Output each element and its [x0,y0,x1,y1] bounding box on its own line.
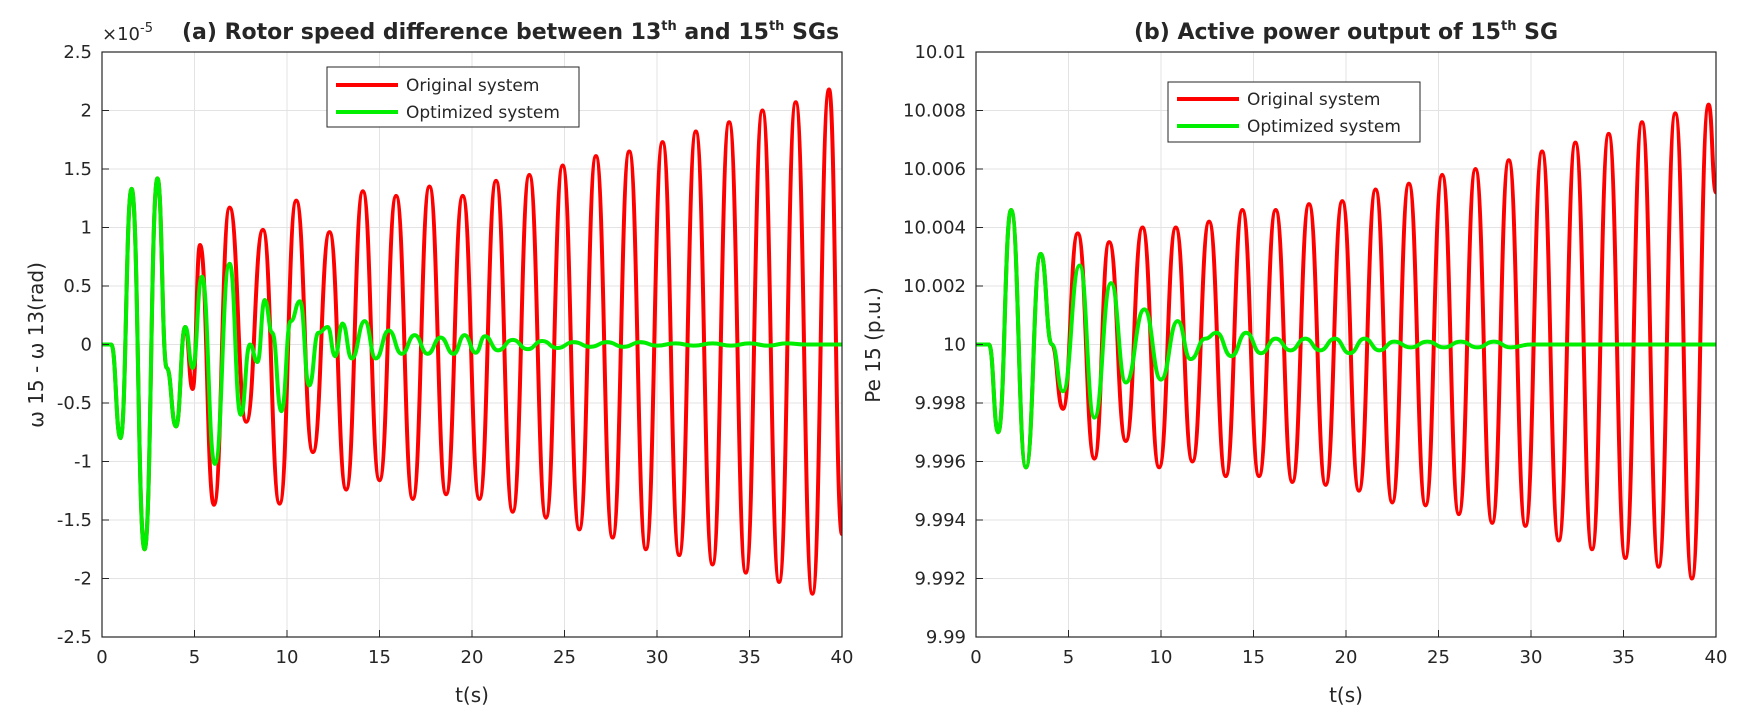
panel-a-x-tick-label: 35 [738,647,761,668]
panel-a-y-tick-label: -0.5 [57,393,92,414]
panel-b-x-tick-label: 40 [1705,647,1728,668]
panel-b-y-tick-label: 10.004 [903,218,966,239]
panel-a-series-original-line [102,87,842,596]
panel-a-y-tick-label: -1 [74,452,92,473]
panel-b-y-tick-label: 9.998 [914,393,966,414]
panel-b-y-tick-label: 9.996 [914,452,966,473]
panel-b-x-tick-label: 15 [1242,647,1265,668]
panel-b-y-tick-label: 9.992 [914,569,966,590]
panel-a-y-tick-label: -2.5 [57,627,92,648]
panel-b-x-tick-label: 10 [1150,647,1173,668]
panel-a-y-tick-label: 0.5 [63,276,92,297]
panel-a-y-tick-label: 1.5 [63,159,92,180]
panel-a-y-tick-label: -2 [74,569,92,590]
panel-a-x-tick-label: 10 [276,647,299,668]
panel-b-y-ticks: 9.99 9.992 9.994 9.996 9.998 10 10.002 10.004 10… [903,42,983,648]
panel-b-y-tick-label: 10.01 [914,42,966,63]
panel-b-legend-optimized-label: Optimized system [1247,117,1401,137]
panel-b-y-label: Pe 15 (p.u.) [861,287,885,403]
panel-b-x-tick-label: 20 [1335,647,1358,668]
panel-a-y-tick-label: 2 [81,101,92,122]
panel-b-y-tick-label: 10.002 [903,276,966,297]
panel-b-legend-box [1167,81,1421,143]
panel-b: 0 5 10 15 20 25 30 35 40 9.999.9929.9949.9969.99… [861,19,1727,707]
panel-a-y-tick-label: 2.5 [63,42,92,63]
panel-a-x-tick-label: 30 [646,647,669,668]
panel-b-y-tick-label: 9.994 [914,510,966,531]
panel-a-x-ticks: 0 5 10 15 20 25 30 35 40 [96,630,853,668]
panel-a-series-optimized-line [102,176,842,552]
panel-a-x-label: t(s) [455,683,489,707]
panel-b-series-original-line [976,102,1716,581]
panel-a-exponent: ×10-5 [102,21,153,45]
panel-a-legend-optimized-label: Optimized system [406,103,560,123]
panel-a: 0 5 10 15 20 25 30 35 40 -2.5 -2 -1.5 -1 -0.5 0 0.5 1 1.… [24,19,853,707]
panel-a-x-tick-label: 20 [461,647,484,668]
panel-a-x-tick-label: 5 [189,647,200,668]
panel-a-legend-original-label: Original system [406,76,539,96]
panel-a-y-tick-label: 0 [81,335,92,356]
panel-a-legend-box [326,66,580,128]
panel-b-legend-original-label: Original system [1247,90,1380,110]
panel-b-legend: Original system Optimized system [1167,81,1421,143]
panel-a-title: (a) Rotor speed difference between 13th … [182,19,839,45]
panel-a-x-tick-label: 25 [553,647,576,668]
panel-b-x-tick-label: 5 [1063,647,1074,668]
panel-a-y-label: ω 15 - ω 13(rad) [24,262,48,428]
panel-b-x-ticks: 0 5 10 15 20 25 30 35 40 [970,630,1727,668]
panel-b-x-label: t(s) [1329,683,1363,707]
panel-b-series-optimized-line [976,207,1716,470]
panel-a-x-tick-label: 40 [831,647,854,668]
panel-b-title: (b) Active power output of 15th SG [1134,19,1558,45]
panel-a-legend: Original system Optimized system [326,66,580,128]
panel-b-x-tick-label: 25 [1427,647,1450,668]
panel-b-y-tick-label: 10 [943,335,966,356]
panel-b-y-tick-label: 10.008 [903,101,966,122]
panel-b-y-tick-label: 10.006 [903,159,966,180]
panel-b-x-tick-label: 0 [970,647,981,668]
panel-a-y-tick-label: -1.5 [57,510,92,531]
panel-b-x-tick-label: 30 [1520,647,1543,668]
panel-a-y-tick-label: 1 [81,218,92,239]
panel-a-x-tick-label: 0 [96,647,107,668]
panel-a-y-ticks: -2.5 -2 -1.5 -1 -0.5 0 0.5 1 1.5 2 2.5 [57,42,109,648]
panel-b-x-tick-label: 35 [1612,647,1635,668]
panel-a-x-tick-label: 15 [368,647,391,668]
panel-b-y-tick-label: 9.99 [926,627,966,648]
panel-b-series [976,102,1716,581]
panel-a-series [102,87,842,596]
